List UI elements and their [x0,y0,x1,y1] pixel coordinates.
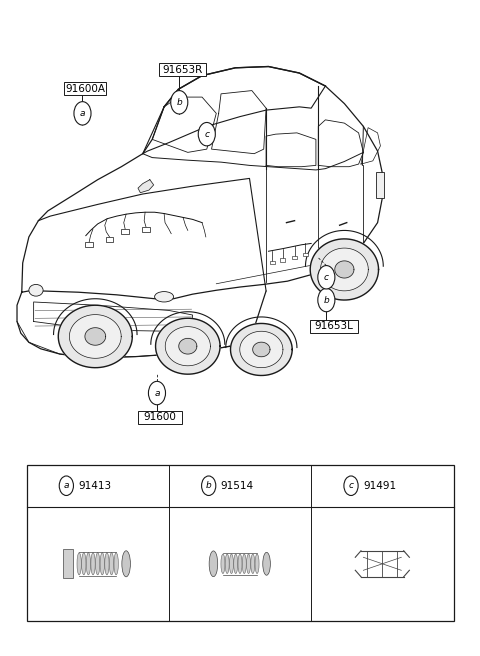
Circle shape [74,102,91,125]
Polygon shape [156,318,220,374]
FancyBboxPatch shape [62,549,73,579]
Polygon shape [70,315,121,358]
FancyBboxPatch shape [121,229,129,234]
Text: 91413: 91413 [78,481,111,491]
Circle shape [318,266,335,289]
Polygon shape [321,248,368,291]
Ellipse shape [105,553,109,575]
Ellipse shape [77,553,81,575]
FancyBboxPatch shape [310,319,358,333]
Ellipse shape [251,554,255,573]
Polygon shape [179,338,197,354]
Text: 91653L: 91653L [314,321,353,331]
FancyBboxPatch shape [142,227,150,232]
Ellipse shape [91,553,95,575]
Polygon shape [310,239,379,300]
Text: a: a [64,482,69,490]
FancyBboxPatch shape [85,242,93,247]
Ellipse shape [122,551,131,577]
Ellipse shape [238,554,242,573]
Ellipse shape [242,554,246,573]
Polygon shape [240,331,283,367]
Ellipse shape [100,553,105,575]
Polygon shape [335,261,354,278]
Text: 91600A: 91600A [65,83,105,94]
Text: 91600: 91600 [144,412,177,422]
FancyBboxPatch shape [26,464,454,621]
Circle shape [198,123,216,146]
Ellipse shape [247,554,251,573]
Circle shape [171,91,188,114]
Circle shape [148,381,166,405]
Text: 91491: 91491 [363,481,396,491]
Text: 91514: 91514 [220,481,253,491]
Circle shape [318,289,335,312]
Text: c: c [348,482,353,490]
FancyBboxPatch shape [64,82,106,95]
Polygon shape [253,342,270,357]
Polygon shape [165,327,210,366]
Circle shape [59,476,73,495]
FancyBboxPatch shape [270,261,275,264]
Text: 91653R: 91653R [162,65,203,75]
Circle shape [344,476,358,495]
Ellipse shape [234,554,238,573]
Ellipse shape [155,291,174,302]
Ellipse shape [29,285,43,296]
FancyBboxPatch shape [159,63,206,76]
Ellipse shape [255,554,259,573]
Text: b: b [176,98,182,107]
Polygon shape [85,328,106,345]
Ellipse shape [225,554,229,573]
Text: b: b [206,482,212,490]
Text: c: c [204,130,209,138]
Ellipse shape [86,553,91,575]
Circle shape [202,476,216,495]
Ellipse shape [96,553,100,575]
Text: a: a [154,388,160,398]
FancyBboxPatch shape [292,256,297,259]
FancyBboxPatch shape [376,172,384,198]
Polygon shape [58,305,132,367]
Polygon shape [138,180,154,193]
Ellipse shape [114,553,119,575]
Ellipse shape [109,553,114,575]
FancyBboxPatch shape [106,237,113,242]
Text: a: a [80,109,85,118]
Text: c: c [324,273,329,282]
Ellipse shape [221,554,225,573]
Ellipse shape [263,552,270,575]
Ellipse shape [229,554,233,573]
FancyBboxPatch shape [280,258,285,262]
Ellipse shape [82,553,86,575]
FancyBboxPatch shape [138,411,182,424]
Polygon shape [230,323,292,375]
Text: b: b [324,296,329,304]
FancyBboxPatch shape [303,253,308,256]
Ellipse shape [209,551,218,577]
